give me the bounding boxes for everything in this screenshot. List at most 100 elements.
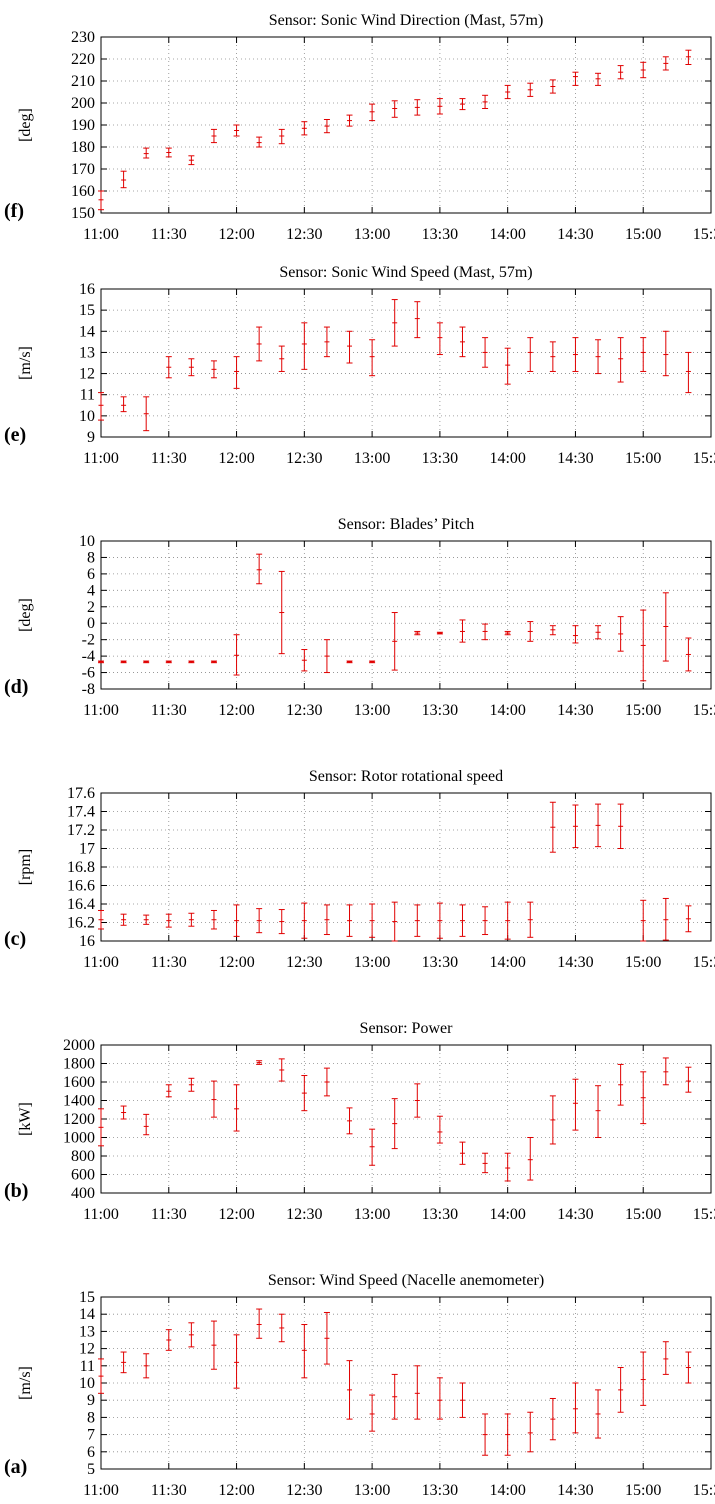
data-point bbox=[278, 570, 285, 655]
data-point bbox=[188, 912, 195, 927]
data-point bbox=[301, 1075, 308, 1112]
data-point bbox=[369, 1394, 376, 1432]
data-point bbox=[482, 906, 489, 936]
data-point bbox=[120, 1105, 127, 1120]
x-tick-label: 11:00 bbox=[83, 954, 119, 971]
x-tick-label: 12:00 bbox=[218, 226, 254, 243]
x-tick-label: 14:30 bbox=[557, 702, 593, 719]
data-point bbox=[301, 322, 308, 370]
data-point bbox=[595, 339, 602, 375]
data-point bbox=[572, 1382, 579, 1434]
y-tick-label: 12 bbox=[79, 366, 95, 383]
data-point bbox=[436, 98, 443, 115]
data-point bbox=[165, 1084, 172, 1098]
data-point bbox=[323, 1311, 330, 1365]
panel-label: (c) bbox=[4, 928, 26, 950]
x-tick-label: 11:30 bbox=[151, 1482, 187, 1499]
data-point bbox=[210, 660, 217, 664]
data-point bbox=[278, 1058, 285, 1082]
panel-label: (f) bbox=[4, 200, 24, 222]
data-point bbox=[640, 609, 647, 682]
y-tick-label: 17.2 bbox=[67, 822, 95, 839]
data-point bbox=[459, 1382, 466, 1418]
x-tick-label: 11:00 bbox=[83, 702, 119, 719]
y-tick-label: 10 bbox=[79, 1375, 95, 1392]
data-point bbox=[685, 1066, 692, 1093]
chart-title: Sensor: Rotor rotational speed bbox=[309, 768, 503, 785]
y-tick-label: 150 bbox=[71, 205, 95, 222]
y-tick-label: 8 bbox=[87, 1409, 95, 1426]
x-tick-label: 13:30 bbox=[422, 450, 458, 467]
data-point bbox=[210, 360, 217, 379]
data-point bbox=[572, 625, 579, 644]
data-point bbox=[459, 326, 466, 358]
y-tick-label: 220 bbox=[71, 51, 95, 68]
data-point bbox=[685, 351, 692, 394]
y-tick-label: -8 bbox=[82, 681, 95, 698]
y-tick-label: 7 bbox=[87, 1427, 95, 1444]
data-point bbox=[323, 1067, 330, 1097]
data-point bbox=[346, 1107, 353, 1135]
y-tick-label: 9 bbox=[87, 429, 95, 446]
x-tick-label: 12:00 bbox=[218, 1482, 254, 1499]
data-point bbox=[527, 1411, 534, 1453]
data-point bbox=[233, 904, 240, 937]
y-tick-label: 1200 bbox=[63, 1111, 95, 1128]
data-point bbox=[188, 358, 195, 377]
data-point bbox=[369, 1128, 376, 1166]
data-point bbox=[414, 904, 421, 937]
x-tick-label: 14:00 bbox=[489, 1206, 525, 1223]
data-point bbox=[391, 1373, 398, 1420]
data-point bbox=[188, 1322, 195, 1348]
data-point bbox=[549, 1397, 556, 1441]
chart-title: Sensor: Sonic Wind Speed (Mast, 57m) bbox=[279, 264, 532, 281]
data-point bbox=[256, 1308, 263, 1339]
data-point bbox=[459, 1141, 466, 1165]
x-tick-label: 15:30 bbox=[693, 702, 715, 719]
x-tick-label: 11:30 bbox=[151, 1206, 187, 1223]
y-tick-label: 17 bbox=[79, 841, 95, 858]
x-tick-label: 13:30 bbox=[422, 954, 458, 971]
data-point bbox=[278, 128, 285, 145]
panel-label: (e) bbox=[4, 424, 26, 446]
data-point bbox=[391, 901, 398, 942]
data-point bbox=[391, 100, 398, 118]
data-point bbox=[98, 909, 104, 930]
data-point bbox=[98, 660, 104, 664]
x-tick-label: 15:30 bbox=[693, 226, 715, 243]
y-tick-label: 16.2 bbox=[67, 915, 95, 932]
y-tick-label: 2000 bbox=[63, 1037, 95, 1054]
data-point bbox=[662, 1341, 669, 1375]
data-point bbox=[527, 337, 534, 372]
x-tick-label: 12:00 bbox=[218, 450, 254, 467]
data-point bbox=[640, 1351, 647, 1406]
data-point bbox=[165, 1329, 172, 1351]
x-tick-label: 15:00 bbox=[625, 450, 661, 467]
data-point bbox=[617, 803, 624, 849]
data-point bbox=[685, 49, 692, 65]
x-tick-label: 13:00 bbox=[354, 954, 390, 971]
y-tick-label: 6 bbox=[87, 566, 95, 583]
data-point bbox=[685, 1351, 692, 1384]
data-point bbox=[120, 913, 127, 926]
x-tick-label: 13:00 bbox=[354, 1206, 390, 1223]
data-point bbox=[278, 1313, 285, 1343]
y-tick-label: 0 bbox=[87, 615, 95, 632]
data-point bbox=[482, 94, 489, 109]
data-point bbox=[459, 904, 466, 937]
data-point bbox=[210, 128, 217, 144]
y-tick-label: 9 bbox=[87, 1392, 95, 1409]
y-axis-label: [m/s] bbox=[17, 1366, 34, 1400]
data-point bbox=[278, 909, 285, 935]
data-point bbox=[278, 345, 285, 372]
y-tick-label: 16 bbox=[79, 281, 95, 298]
data-point bbox=[188, 155, 195, 166]
y-tick-label: 10 bbox=[79, 533, 95, 550]
x-tick-label: 14:30 bbox=[557, 226, 593, 243]
data-point bbox=[527, 1137, 534, 1181]
chart-panel: Sensor: Sonic Wind Speed (Mast, 57m) [m/s… bbox=[4, 264, 715, 467]
data-point bbox=[617, 1063, 624, 1106]
x-tick-label: 14:30 bbox=[557, 1206, 593, 1223]
y-tick-label: 14 bbox=[79, 1306, 95, 1323]
